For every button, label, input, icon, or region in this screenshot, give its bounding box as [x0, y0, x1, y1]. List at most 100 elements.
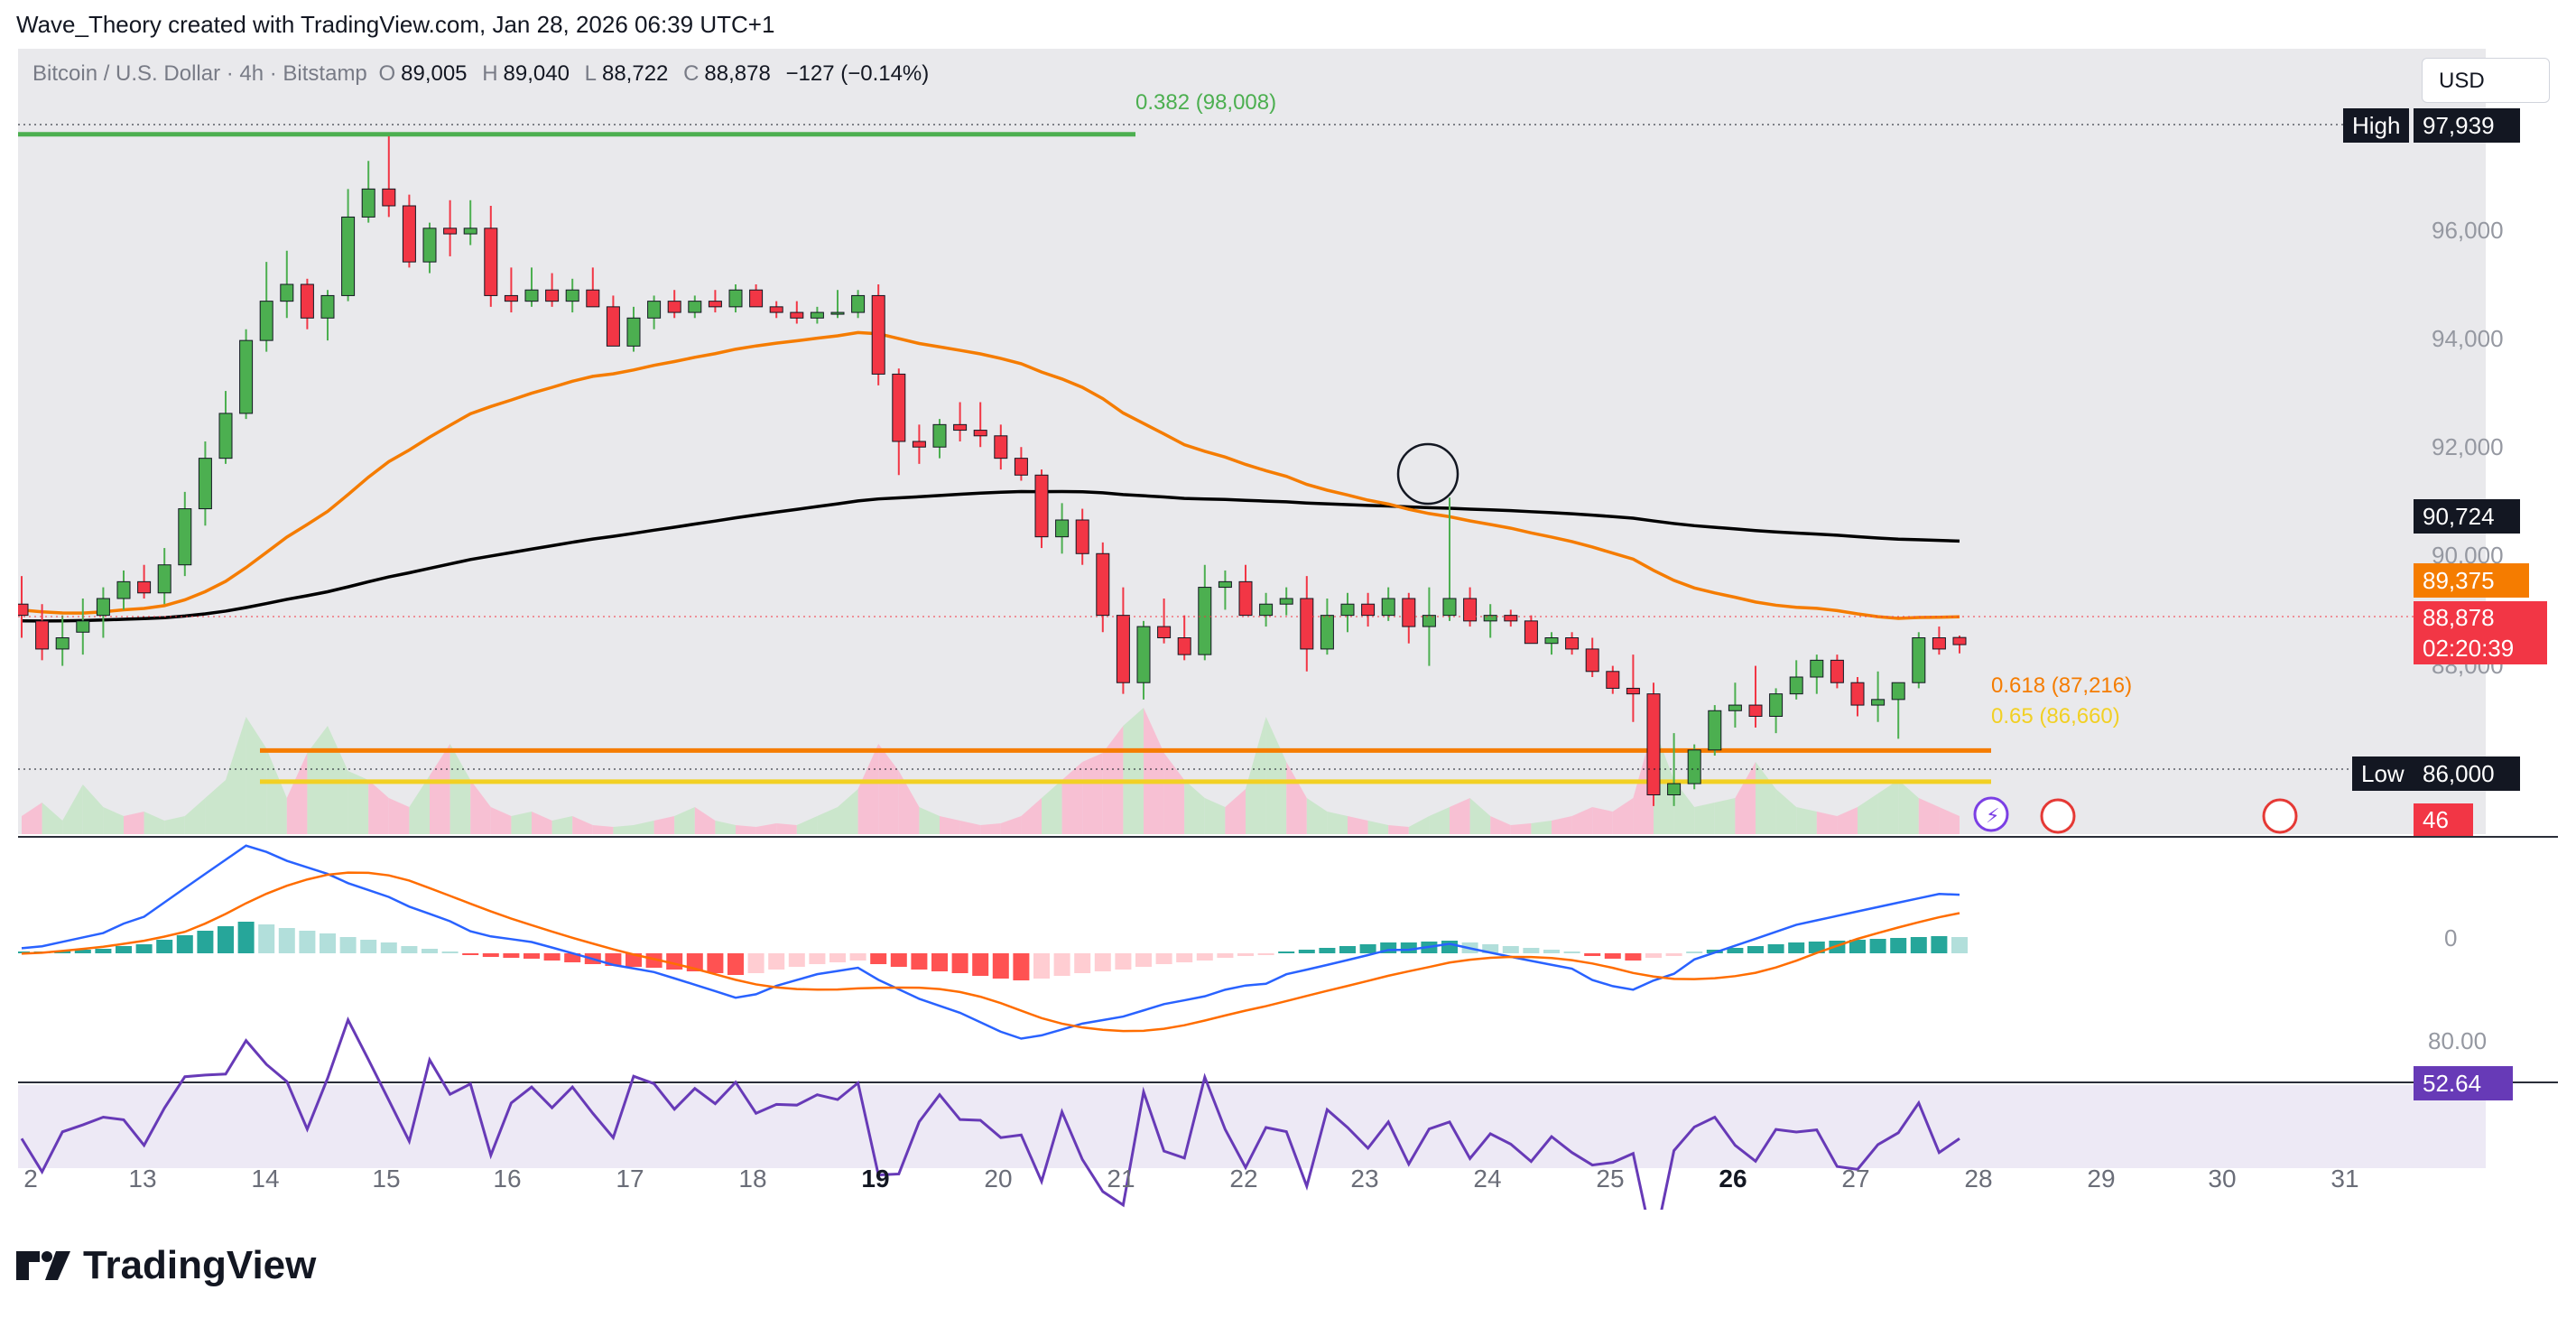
macd-histogram-bar: [1319, 948, 1336, 953]
change-value: −127 (−0.14%): [785, 61, 930, 86]
macd-histogram-bar: [1298, 950, 1315, 953]
macd-layer: [18, 844, 1968, 1040]
candle-up: [565, 278, 579, 313]
candle-body: [851, 294, 866, 313]
volume-bar: [1775, 789, 1797, 834]
volume-bar: [592, 825, 614, 834]
fib-layer: [18, 132, 1991, 784]
candle-up: [76, 599, 90, 655]
candle-up: [1198, 564, 1212, 661]
volume-bar: [184, 798, 206, 834]
x-axis-label: 23: [1350, 1165, 1379, 1193]
candle-body: [830, 311, 845, 315]
candle-body: [320, 294, 335, 319]
candle-body: [871, 294, 885, 375]
candle-up: [239, 329, 254, 420]
macd-histogram-bar: [1523, 948, 1540, 953]
us-flag-event-icon[interactable]: [2040, 798, 2076, 834]
macd-histogram-bar: [360, 940, 377, 953]
candle-up: [1891, 682, 1905, 739]
macd-histogram-bar: [339, 937, 357, 953]
lightning-event-icon[interactable]: [1973, 796, 2009, 832]
macd-histogram-bar: [1645, 953, 1662, 958]
crossover-circle: [1396, 442, 1459, 506]
volume-layer: [22, 708, 1960, 834]
candle-body: [1769, 693, 1784, 718]
macd-histogram-bar: [931, 953, 948, 971]
candle-down: [994, 424, 1008, 470]
candle-body: [341, 216, 356, 296]
ma-layer: [21, 330, 1960, 623]
volume-bar: [82, 784, 104, 834]
close-label: C: [683, 61, 700, 86]
currency-button[interactable]: USD: [2422, 58, 2550, 103]
candle-body: [708, 301, 722, 308]
macd-histogram-bar: [237, 922, 255, 953]
macd-histogram-bar: [482, 953, 499, 957]
volume-bar: [1694, 803, 1715, 834]
macd-histogram-bar: [1910, 937, 1927, 953]
x-axis-label: 19: [861, 1165, 890, 1193]
candle-down: [1524, 615, 1538, 645]
candle-body: [1830, 659, 1844, 683]
volume-bar: [715, 821, 736, 834]
candle-body: [218, 413, 233, 459]
low-marker-value: 86,000: [2414, 756, 2520, 791]
us-flag-event-icon-2[interactable]: [2262, 798, 2298, 834]
candle-body: [1606, 671, 1620, 689]
volume-bar: [1571, 807, 1593, 834]
volume-bar: [368, 780, 389, 834]
macd-histogram-bar: [116, 946, 132, 953]
volume-bar: [470, 780, 491, 834]
candle-up: [259, 262, 273, 352]
volume-bar: [449, 744, 471, 834]
candle-body: [504, 294, 518, 302]
macd-histogram-bar: [645, 953, 663, 968]
volume-bar: [674, 807, 695, 834]
candle-body: [463, 227, 477, 235]
x-axis-label: 27: [1841, 1165, 1870, 1193]
lightning-glyph: ⚡: [1986, 805, 1999, 828]
volume-bar: [1714, 798, 1736, 834]
volume-bar: [1429, 807, 1450, 834]
candle-down: [1463, 587, 1478, 627]
candle-up: [341, 189, 356, 302]
candle-body: [1524, 620, 1538, 645]
macd-histogram-bar: [1013, 953, 1030, 980]
candle-down: [1300, 576, 1314, 672]
volume-value-label: 46: [2414, 803, 2473, 836]
candle-body: [382, 188, 396, 207]
chart-frame[interactable]: ⚡: [18, 49, 2558, 1210]
candle-body: [1463, 598, 1478, 622]
volume-bar: [1490, 816, 1511, 834]
tradingview-logo-text: TradingView: [83, 1243, 317, 1287]
candle-body: [1361, 603, 1376, 617]
candle-body: [76, 620, 90, 633]
candle-down: [1626, 654, 1640, 722]
candle-body: [55, 637, 69, 650]
candle-up: [688, 295, 702, 319]
volume-bar: [1612, 798, 1634, 834]
volume-bar: [1450, 798, 1470, 834]
candle-down: [504, 267, 518, 313]
macd-histogram-bar: [299, 931, 316, 953]
candle-down: [1952, 636, 1967, 654]
macd-histogram-bar: [829, 953, 846, 962]
x-axis-label: 25: [1596, 1165, 1625, 1193]
volume-bar: [1327, 812, 1348, 834]
volume-bar: [694, 807, 716, 834]
macd-zero-label: 0: [2444, 924, 2458, 951]
volume-bar: [1877, 780, 1899, 834]
macd-histogram-bar: [890, 953, 907, 967]
chart-canvas[interactable]: ⚡: [18, 49, 2558, 1210]
macd-histogram-bar: [320, 933, 336, 953]
candle-up: [157, 548, 171, 605]
candle-up: [320, 290, 335, 341]
candle-down: [1932, 627, 1946, 655]
candle-body: [157, 564, 171, 594]
macd-histogram-bar: [911, 953, 928, 970]
macd-histogram-bar: [258, 924, 275, 953]
candle-down: [1075, 508, 1089, 565]
macd-histogram-bar: [1543, 950, 1560, 953]
